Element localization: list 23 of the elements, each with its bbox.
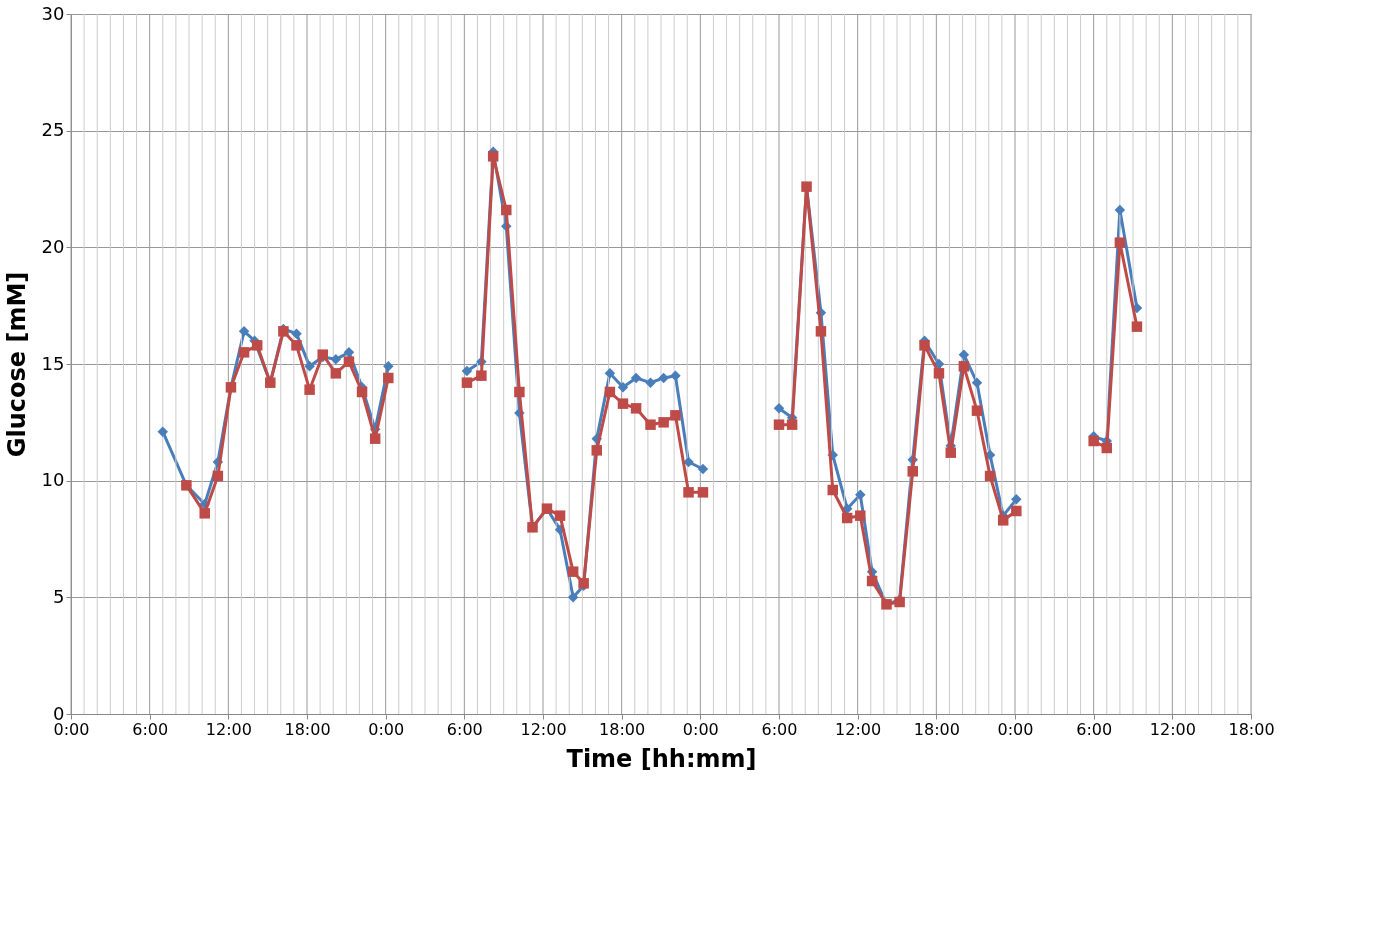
x-tick-label: 12:00 [520,719,567,739]
y-axis-title: Glucose [mM] [2,271,31,458]
x-tick-label: 0:00 [682,719,719,739]
x-tick-label: 12:00 [1149,719,1196,739]
y-tick-label: 30 [41,2,65,24]
y-tick-label: 20 [41,235,65,257]
x-tick-label: 6:00 [761,719,798,739]
y-tick-label: 25 [41,119,65,141]
x-tick-label: 12:00 [205,719,252,739]
x-tick-label: 18:00 [913,719,960,739]
x-tick-label: 6:00 [132,719,169,739]
x-axis-title: Time [hh:mm] [566,744,757,773]
x-tick-label: 12:00 [835,719,882,739]
x-tick-label: 6:00 [1076,719,1113,739]
y-tick-label: 5 [53,585,65,607]
x-tick-label: 0:00 [368,719,405,739]
y-tick-label: 10 [41,469,65,491]
x-tick-label: 6:00 [446,719,483,739]
x-tick-label: 18:00 [1228,719,1275,739]
x-tick-label: 18:00 [284,719,331,739]
x-tick-label: 18:00 [599,719,646,739]
x-tick-label: 0:00 [997,719,1034,739]
y-tick-label: 15 [41,352,65,374]
